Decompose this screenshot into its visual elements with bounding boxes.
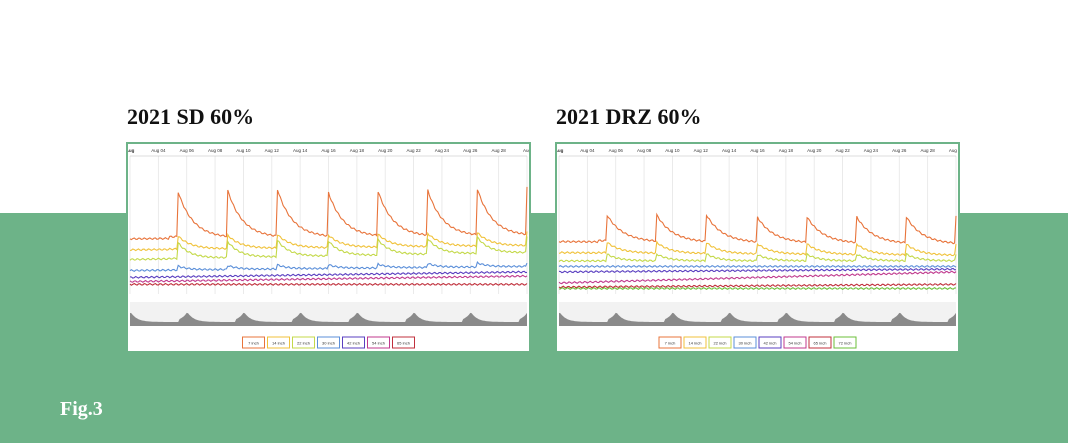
legend-label: 65 inch: [814, 341, 827, 346]
series-line: [558, 270, 957, 285]
x-tick-label: Aug 16: [750, 148, 765, 153]
x-tick-label: Aug 06: [609, 148, 624, 153]
legend-label: 22 inch: [714, 341, 727, 346]
x-tick-label: Aug 22: [406, 148, 421, 153]
legend-label: 42 inch: [347, 341, 360, 346]
series-line: [129, 186, 528, 241]
x-tick-label: Aug 10: [665, 148, 680, 153]
legend-label: 30 inch: [739, 341, 752, 346]
x-tick-label: Aug 20: [807, 148, 822, 153]
legend-label: 30 inch: [322, 341, 335, 346]
x-tick-label: Aug 06: [180, 148, 195, 153]
legend-box: [833, 336, 857, 349]
legend-box: [708, 336, 732, 349]
x-tick-label: Aug 12: [265, 148, 280, 153]
x-tick-label: Aug 08: [208, 148, 223, 153]
x-tick-label: Aug: [557, 148, 564, 153]
chart-panel-sd: Aug Aug 04 Aug 06 Aug 08 Aug 10 Aug 12 Aug 14 A…: [126, 142, 531, 353]
overview-area: [130, 312, 527, 326]
x-tick-label: Aug 18: [779, 148, 794, 153]
legend-box: [392, 336, 415, 349]
figure-label: Fig.3: [60, 398, 103, 420]
x-tick-label: Aug 22: [835, 148, 850, 153]
legend-box: [808, 336, 832, 349]
legend-box: [733, 336, 757, 349]
legend-box: [758, 336, 782, 349]
chart-title-sd: 2021 SD 60%: [127, 104, 255, 129]
series-line: [558, 282, 957, 289]
x-tick-label: Aug: [128, 148, 135, 153]
x-tick-label: Aug 10: [236, 148, 251, 153]
series-line: [558, 212, 957, 245]
legend-label: 7 inch: [248, 341, 259, 346]
chart-title-drz: 2021 DRZ 60%: [556, 104, 702, 129]
x-tick-label: Aug 04: [151, 148, 166, 153]
series-line: [558, 264, 957, 268]
legend-label: 14 inch: [689, 341, 702, 346]
x-tick-label: Aug 26: [892, 148, 907, 153]
legend-box: [683, 336, 707, 349]
series-line: [558, 240, 957, 257]
series-line: [129, 231, 528, 252]
x-tick-label: Aug 04: [580, 148, 595, 153]
legend-label: 22 inch: [297, 341, 310, 346]
x-tick-label: Aug: [523, 148, 529, 153]
x-tick-label: Aug 14: [722, 148, 737, 153]
legend-box: [317, 336, 340, 349]
series-line: [129, 282, 528, 286]
x-tick-label: Aug 28: [492, 148, 507, 153]
legend-box: [292, 336, 315, 349]
legend-label: 7 inch: [665, 341, 676, 346]
x-tick-label: Aug 12: [694, 148, 709, 153]
legend-box: [342, 336, 365, 349]
x-tick-label: Aug 08: [637, 148, 652, 153]
legend-box: [367, 336, 390, 349]
x-tick-label: Aug 20: [378, 148, 393, 153]
legend-box: [267, 336, 290, 349]
series-line: [558, 267, 957, 274]
x-tick-label: Aug 24: [435, 148, 450, 153]
legend-box: [658, 336, 682, 349]
chart-panel-drz: Aug Aug 04 Aug 06 Aug 08 Aug 10 Aug 12 Aug 14 A…: [555, 142, 960, 353]
series-line: [558, 252, 957, 263]
series-line: [129, 274, 528, 283]
legend-label: 14 inch: [272, 341, 285, 346]
chart-svg-sd: Aug Aug 04 Aug 06 Aug 08 Aug 10 Aug 12 Aug 14 A…: [128, 148, 529, 349]
x-tick-label: Aug 26: [463, 148, 478, 153]
legend-label: 65 inch: [397, 341, 410, 346]
legend-label: 54 inch: [789, 341, 802, 346]
legend-label: 42 inch: [764, 341, 777, 346]
legend-box: [783, 336, 807, 349]
legend-label: 54 inch: [372, 341, 385, 346]
legend-box: [242, 336, 265, 349]
x-tick-label: Aug 24: [864, 148, 879, 153]
x-tick-label: Aug 30: [949, 148, 958, 153]
series-line: [129, 261, 528, 272]
overview-area: [559, 312, 956, 326]
x-tick-label: Aug 18: [350, 148, 365, 153]
chart-svg-drz: Aug Aug 04 Aug 06 Aug 08 Aug 10 Aug 12 Aug 14 A…: [557, 148, 958, 349]
legend-label: 72 inch: [839, 341, 852, 346]
series-line: [129, 235, 528, 261]
x-tick-label: Aug 14: [293, 148, 308, 153]
x-tick-label: Aug 16: [321, 148, 336, 153]
series-line: [559, 287, 957, 290]
x-tick-label: Aug 28: [921, 148, 936, 153]
series-line: [129, 270, 528, 279]
